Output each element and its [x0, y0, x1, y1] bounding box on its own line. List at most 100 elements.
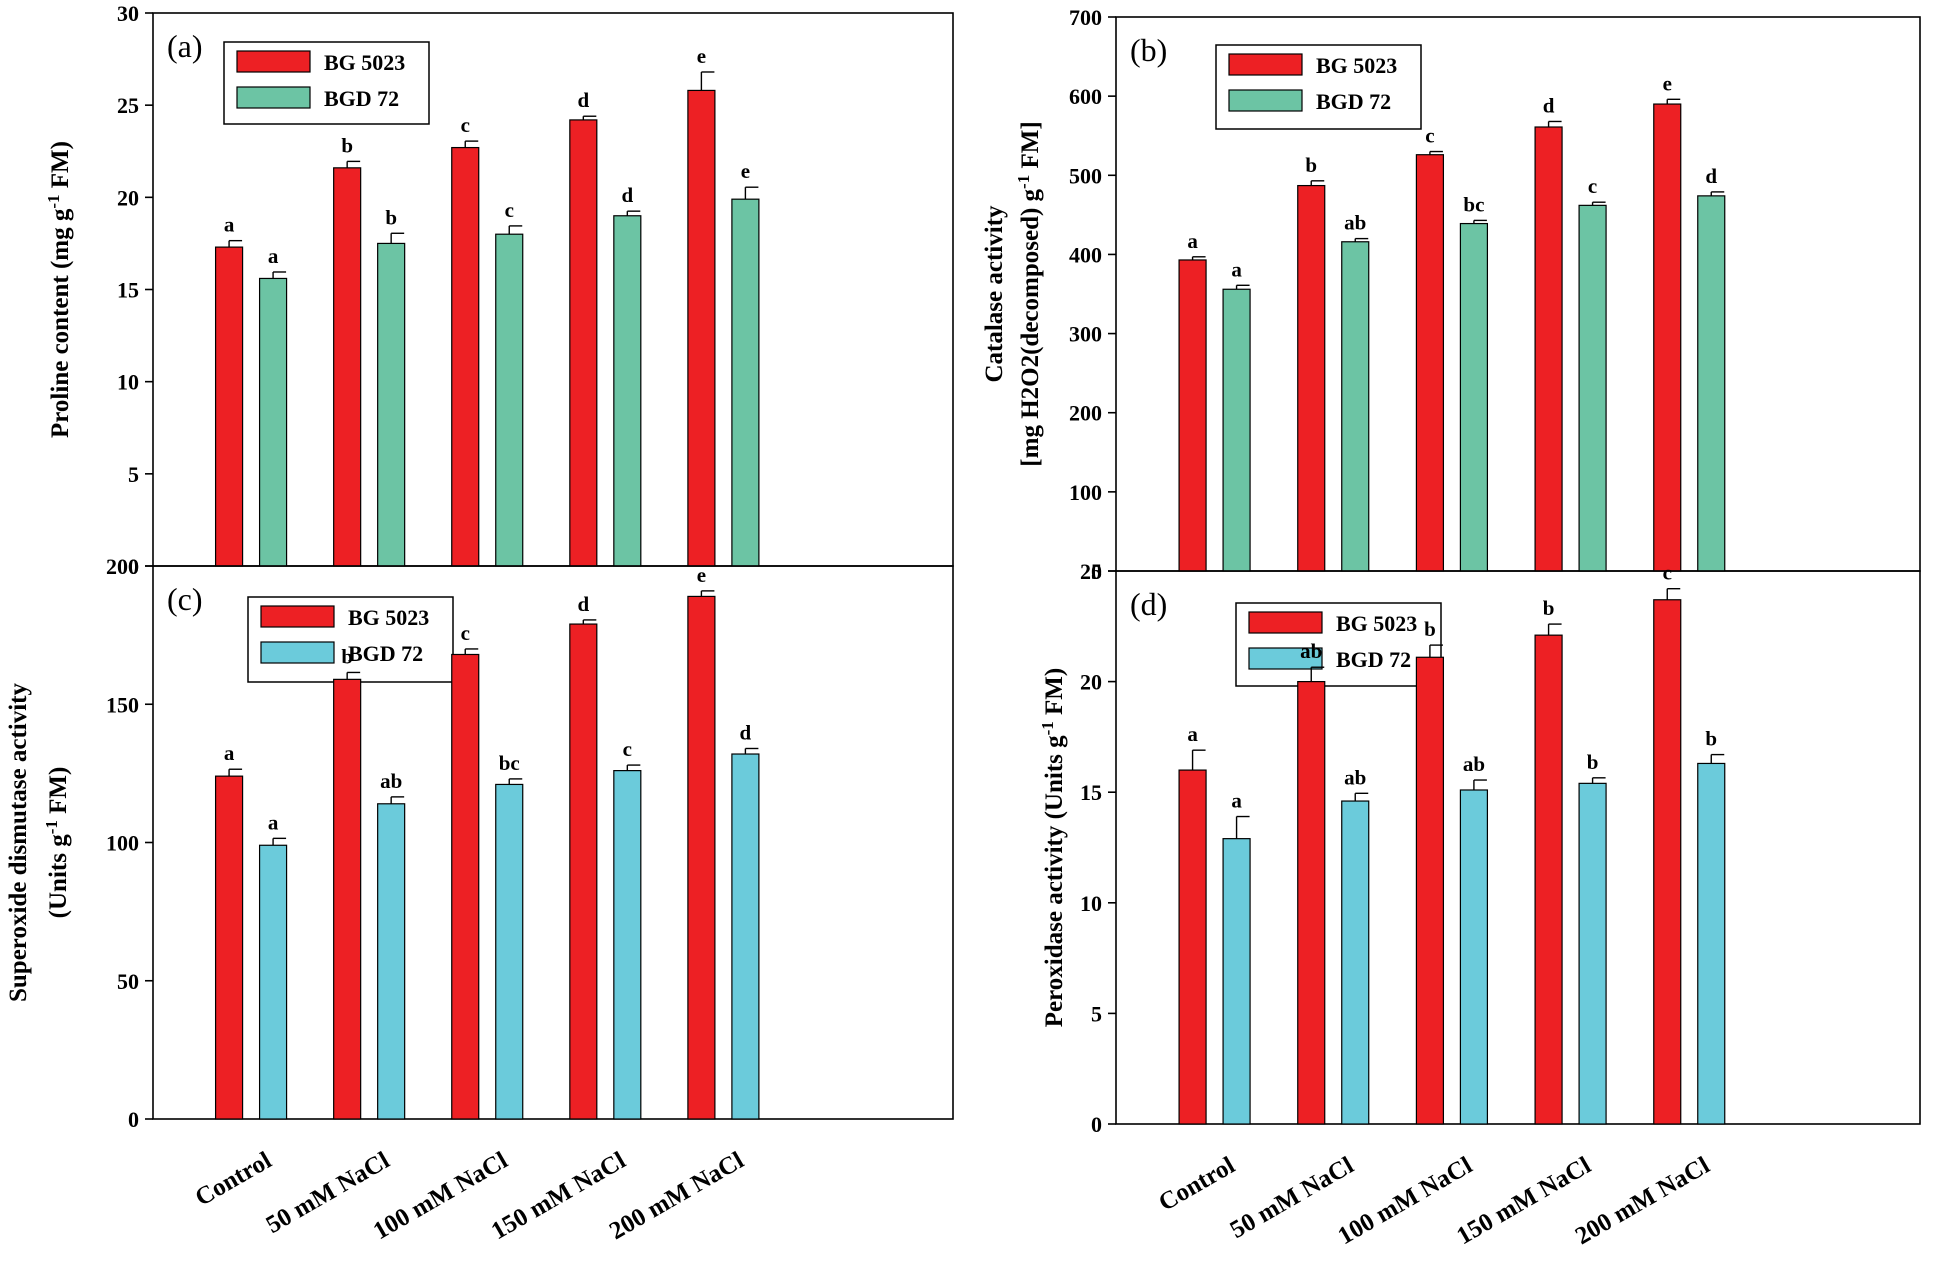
legend-label: BGD 72	[348, 641, 423, 666]
legend-swatch	[1248, 647, 1323, 670]
bar	[1578, 204, 1607, 572]
x-category-label: 100 mM NaCl	[369, 1147, 512, 1245]
y-tick-label: 0	[128, 1107, 139, 1132]
y-tick-label: 100	[106, 831, 139, 856]
y-tick-label: 30	[117, 1, 139, 26]
bar	[1415, 656, 1445, 1125]
bar	[495, 783, 524, 1120]
y-tick-label: 5	[128, 462, 139, 487]
y-tick-label: 150	[106, 692, 139, 717]
bar	[377, 242, 406, 567]
y-tick-label: 25	[117, 93, 139, 118]
significance-letter: e	[741, 159, 750, 183]
y-tick-label: 15	[1080, 780, 1102, 805]
y-axis-title: Catalase activity	[981, 205, 1008, 383]
significance-letter: ab	[1344, 765, 1366, 789]
significance-letter: ab	[1300, 639, 1322, 663]
bar	[1653, 103, 1682, 572]
x-category-label: Control	[191, 1147, 276, 1212]
panel-a: 0 5 10 15 20 25 30 Proline content (mg g-1 FM) (…	[44, 1, 954, 579]
legend: BG 5023 BGD 72	[247, 596, 454, 683]
significance-letter: a	[268, 810, 279, 834]
legend-label: BG 5023	[348, 605, 429, 630]
plot-frame	[1115, 570, 1921, 1125]
significance-letter: c	[461, 113, 470, 137]
bar	[495, 233, 524, 567]
legend-label: BGD 72	[1336, 647, 1411, 672]
bar	[687, 595, 716, 1120]
bar	[1297, 184, 1326, 572]
legend-swatch	[1228, 53, 1303, 76]
y-tick-label: 200	[106, 554, 139, 579]
bar	[1534, 126, 1563, 572]
significance-letter: a	[1231, 789, 1242, 813]
y-axis-title: Superoxide dismutase activity	[5, 683, 32, 1002]
bar	[258, 277, 288, 567]
legend-label: BG 5023	[1316, 53, 1397, 78]
y-tick-label: 200	[1069, 401, 1102, 426]
legend-swatch	[236, 86, 311, 109]
significance-letter: d	[1543, 93, 1555, 117]
bar	[1178, 769, 1207, 1125]
significance-letter: ab	[380, 769, 402, 793]
y-tick-label: 0	[1091, 1112, 1102, 1137]
significance-letter: b	[1543, 596, 1555, 620]
significance-letter: ab	[1344, 211, 1366, 235]
bar	[569, 623, 598, 1120]
y-tick-label: 400	[1069, 242, 1102, 267]
panel-c: 0 50 100 150 200 Superoxide dismutase activit…	[5, 554, 954, 1245]
y-tick-label: 500	[1069, 163, 1102, 188]
bar	[451, 653, 480, 1120]
x-category-label: 150 mM NaCl	[487, 1147, 630, 1245]
y-tick-label: 100	[1069, 480, 1102, 505]
panel-d: 0 5 10 15 20 25 Peroxidase activity (Units g-1…	[1038, 559, 1921, 1250]
y-axis-title: Proline content (mg g-1 FM)	[44, 141, 75, 438]
significance-letter: d	[577, 88, 589, 112]
legend-label: BG 5023	[324, 50, 405, 75]
bar	[613, 215, 642, 567]
legend-label: BG 5023	[1336, 611, 1417, 636]
bar	[1178, 259, 1207, 572]
significance-letter: c	[461, 621, 470, 645]
bar	[377, 803, 406, 1120]
bar	[613, 770, 642, 1120]
y-tick-label: 50	[117, 969, 139, 994]
bar	[1459, 789, 1489, 1125]
x-category-label: 200 mM NaCl	[605, 1147, 748, 1245]
significance-letter: a	[1187, 229, 1198, 253]
x-category-label: 200 mM NaCl	[1571, 1152, 1714, 1250]
significance-letter: b	[1705, 727, 1717, 751]
significance-letter: b	[1587, 750, 1599, 774]
y-tick-label: 15	[117, 278, 139, 303]
significance-letter: a	[224, 213, 235, 237]
significance-letter: c	[505, 198, 514, 222]
y-tick-label: 20	[117, 185, 139, 210]
significance-letter: a	[224, 741, 235, 765]
bar	[1297, 680, 1326, 1125]
significance-letter: bc	[1463, 192, 1484, 216]
y-tick-label: 700	[1069, 5, 1102, 30]
bar	[1415, 154, 1445, 572]
y-tick-label: 300	[1069, 322, 1102, 347]
bar	[214, 246, 244, 567]
legend: BG 5023 BGD 72	[223, 41, 430, 125]
legend-swatch	[1228, 89, 1303, 112]
y-tick-label: 10	[117, 370, 139, 395]
y-tick-label: 600	[1069, 84, 1102, 109]
significance-letter: c	[623, 737, 632, 761]
bar	[1341, 800, 1370, 1125]
y-tick-label: 20	[1080, 670, 1102, 695]
significance-letter: a	[268, 244, 279, 268]
bar	[333, 678, 362, 1120]
legend-label: BGD 72	[324, 86, 399, 111]
bar	[1653, 599, 1682, 1125]
significance-letter: b	[1305, 153, 1317, 177]
significance-letter: c	[1588, 174, 1597, 198]
legend: BG 5023 BGD 72	[1215, 44, 1422, 130]
y-tick-label: 10	[1080, 891, 1102, 916]
bar	[1222, 838, 1251, 1125]
y-tick-label: 0	[1091, 559, 1102, 584]
significance-letter: d	[1705, 164, 1717, 188]
bar	[214, 775, 244, 1120]
x-category-label: 150 mM NaCl	[1452, 1152, 1595, 1250]
